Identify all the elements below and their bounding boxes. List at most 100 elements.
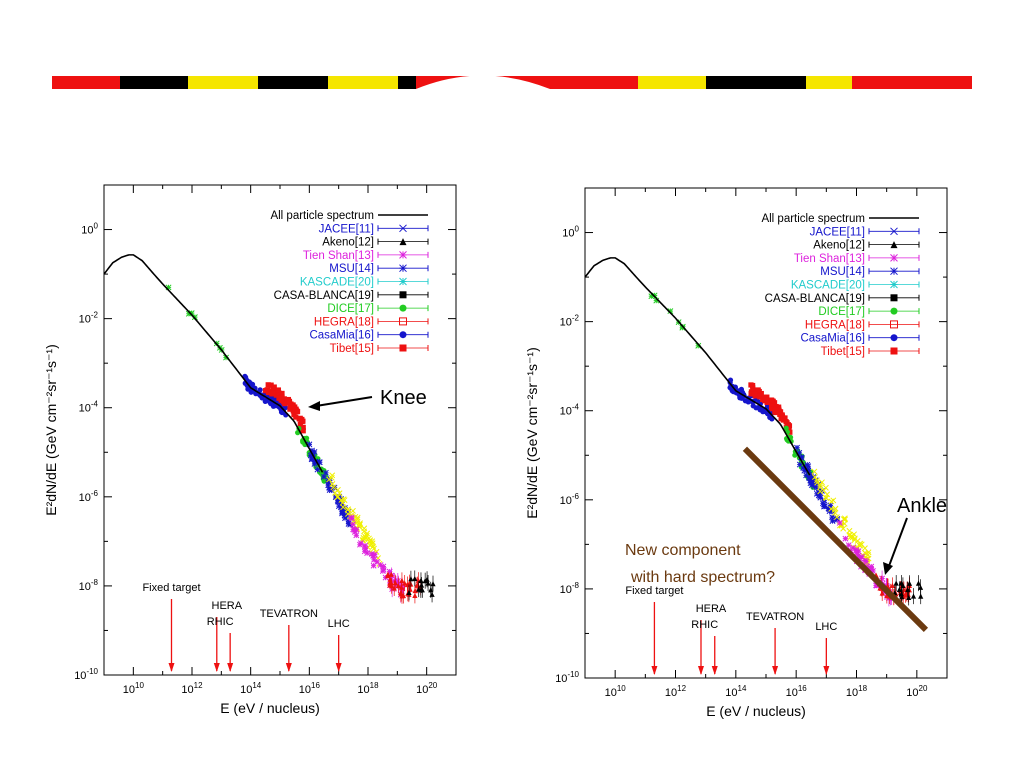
data-point (348, 514, 355, 521)
legend-marker (377, 304, 429, 312)
data-point (782, 415, 788, 421)
data-point (817, 488, 824, 495)
band-segment (638, 76, 706, 89)
data-point (918, 588, 924, 605)
data-point (784, 420, 790, 426)
data-point (430, 575, 436, 592)
data-point (371, 545, 377, 552)
data-point (279, 390, 285, 397)
data-point (336, 490, 343, 497)
data-point (278, 409, 285, 415)
data-point (832, 505, 839, 512)
data-point (387, 580, 393, 586)
band-segment (742, 76, 806, 89)
band-segment (806, 76, 852, 89)
data-point (846, 527, 853, 534)
ankle-annotation: Ankle (897, 495, 947, 517)
y-tick-label: 10-4 (79, 400, 99, 415)
data-point (385, 572, 391, 579)
data-point (368, 550, 375, 557)
data-point (289, 403, 295, 409)
x-tick-label: 1018 (846, 684, 868, 699)
data-point (297, 421, 303, 427)
data-point (353, 532, 360, 539)
accelerator-label: HERA (212, 600, 243, 612)
data-point (271, 384, 277, 390)
y-axis-label: E²dN/dE (GeV cm⁻²sr⁻¹s⁻¹) (43, 344, 59, 516)
data-point (412, 570, 418, 587)
all-particle-spectrum-line (103, 254, 324, 473)
data-point (862, 550, 869, 557)
new-component-annotation: New component (625, 542, 741, 559)
data-point (905, 581, 911, 598)
data-point (286, 400, 293, 406)
data-point (265, 382, 271, 388)
accelerator-arrow (697, 620, 704, 675)
data-point (299, 418, 305, 424)
ankle-arrow (888, 517, 908, 567)
x-tick-label: 1016 (786, 684, 808, 699)
data-point (284, 397, 290, 403)
data-point (833, 514, 840, 521)
data-point (746, 399, 752, 405)
data-point (898, 585, 905, 602)
legend-label: Tibet[15] (330, 343, 374, 355)
data-point (783, 425, 789, 431)
x-tick-label: 1014 (725, 684, 747, 699)
data-point (257, 387, 263, 393)
x-tick-label: 1010 (605, 684, 627, 699)
legend-marker (377, 238, 429, 246)
x-tick-label: 1012 (181, 681, 203, 696)
data-point (408, 570, 414, 587)
data-point (276, 392, 282, 398)
data-point (275, 387, 282, 393)
data-point (751, 391, 758, 397)
data-point (342, 515, 348, 522)
accelerator-label: LHC (328, 618, 350, 630)
legend-marker (868, 347, 920, 355)
data-point (395, 577, 401, 594)
data-point (893, 575, 899, 592)
y-tick-label: 100 (562, 225, 579, 240)
band-segment (52, 76, 120, 89)
y-tick-label: 10-6 (560, 492, 580, 507)
data-point (811, 468, 818, 475)
data-point (329, 481, 336, 487)
legend-marker (377, 317, 429, 326)
legend-label: JACEE[11] (810, 226, 865, 238)
legend-marker (377, 331, 429, 339)
legend-marker (868, 267, 920, 276)
y-tick-label: 10-8 (560, 581, 580, 596)
legend-marker (377, 224, 429, 233)
y-tick-label: 10-8 (79, 578, 99, 593)
legend-label: CASA-BLANCA[19] (765, 293, 865, 305)
data-point (262, 388, 269, 394)
data-point (763, 397, 769, 403)
y-tick-label: 10-6 (79, 489, 99, 504)
data-point (817, 494, 824, 501)
data-point (425, 574, 431, 591)
accelerator-label: Fixed target (625, 585, 683, 597)
data-point (820, 501, 827, 508)
band-segment (328, 76, 398, 89)
legend-label: Tibet[15] (821, 346, 865, 358)
accelerator-label: RHIC (207, 616, 234, 628)
data-point (326, 487, 333, 494)
legend-label: KASCADE[20] (791, 280, 865, 292)
hard-component-line (742, 446, 929, 633)
data-point (750, 387, 756, 393)
data-point (326, 476, 333, 483)
all-particle-spectrum-line (584, 257, 811, 476)
accelerator-arrow (711, 636, 718, 675)
data-point (851, 537, 858, 543)
data-point (771, 400, 778, 406)
data-point (293, 414, 299, 420)
data-point (391, 580, 397, 597)
x-tick-label: 1012 (665, 684, 687, 699)
data-point (361, 525, 368, 532)
data-point (354, 514, 361, 521)
data-point (387, 576, 393, 582)
data-point (329, 472, 336, 479)
data-point-cloud (648, 292, 924, 607)
data-point (399, 587, 405, 604)
